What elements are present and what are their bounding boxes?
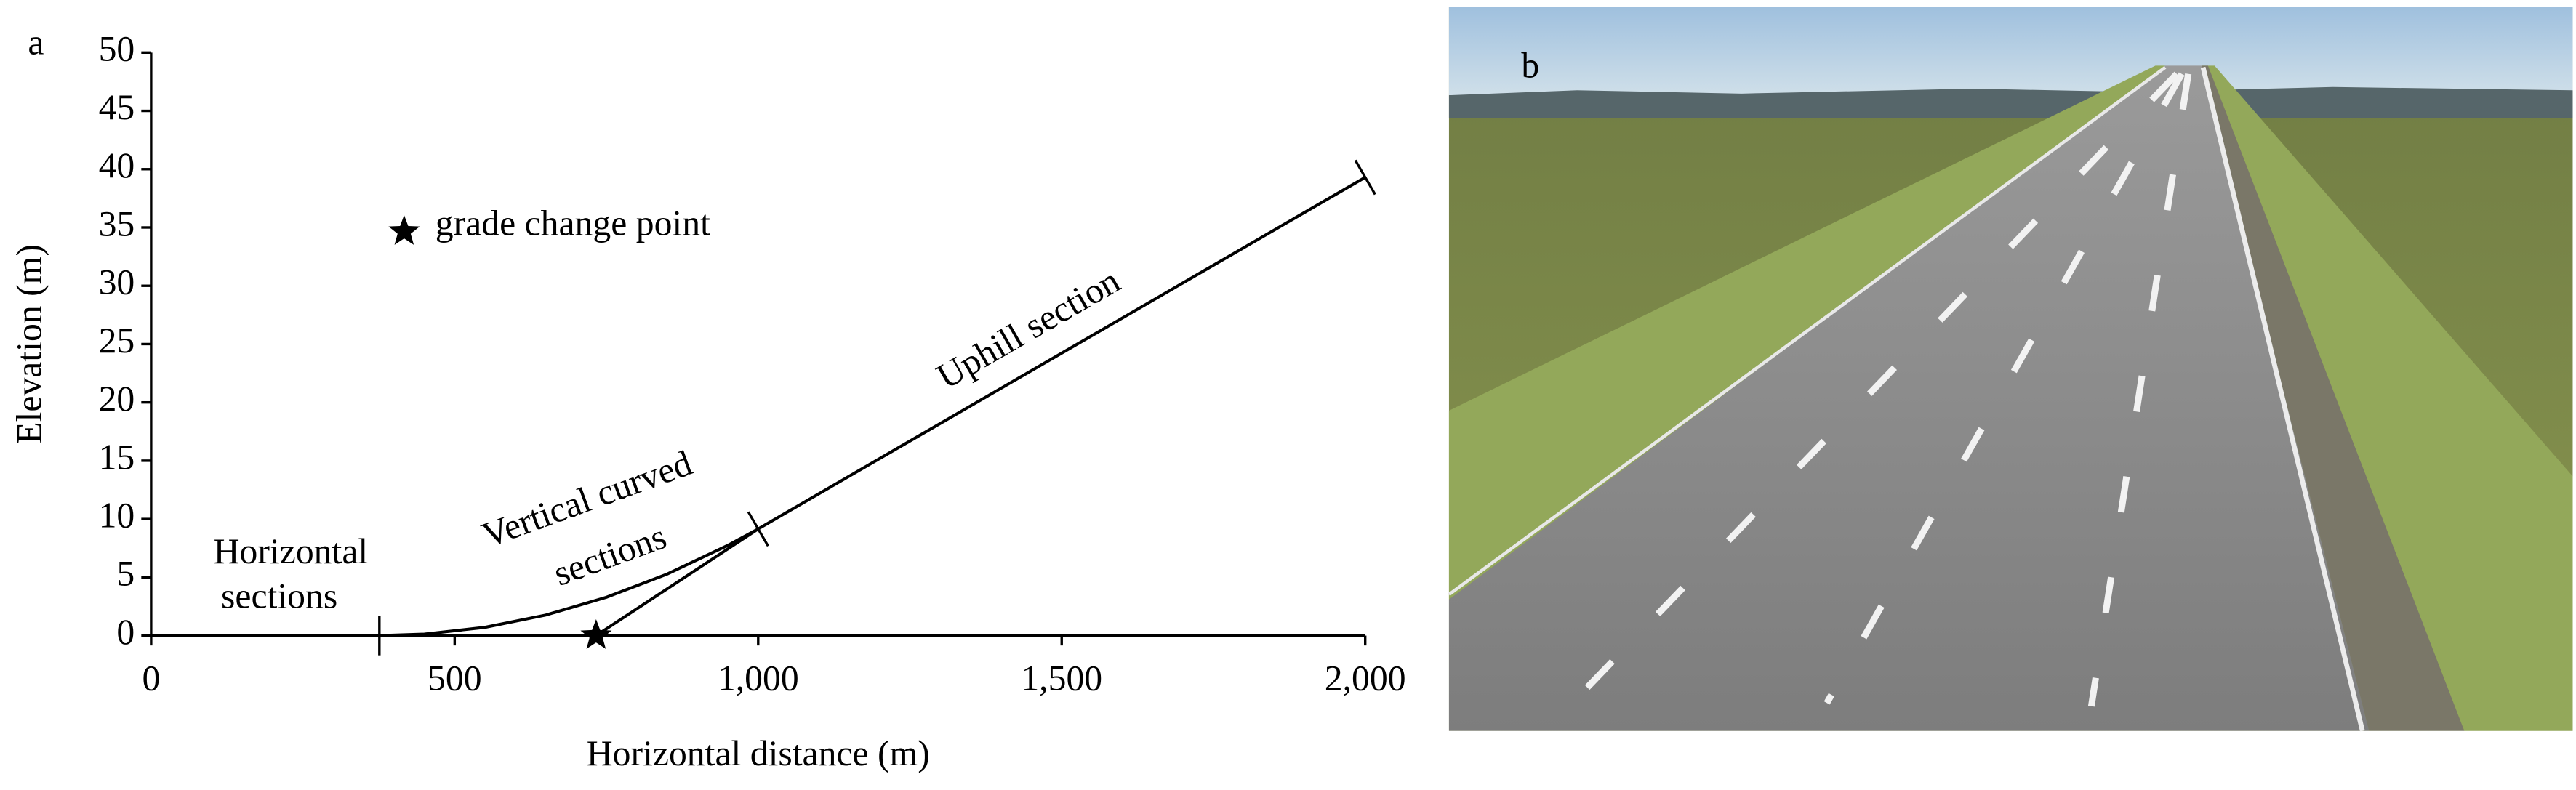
profile-line: [595, 528, 759, 637]
y-tick-label: 20: [99, 379, 135, 419]
section-annotation: Horizontal: [214, 531, 369, 571]
y-tick-label: 40: [99, 145, 135, 185]
y-tick-label: 15: [99, 437, 135, 477]
section-annotation: sections: [548, 516, 671, 593]
x-tick-label: 1,500: [1021, 658, 1102, 698]
profile-line: [379, 527, 759, 637]
panel-label: b: [1521, 45, 1539, 85]
road-edge-line: [2200, 66, 2365, 732]
road: [1448, 65, 2370, 731]
section-tick: [747, 511, 769, 547]
y-tick-label: 10: [99, 496, 135, 536]
road-image: b: [1448, 7, 2573, 732]
road-edge-line: [1448, 65, 2167, 596]
lane-line: [2087, 73, 2192, 707]
y-tick-label: 30: [99, 262, 135, 302]
y-tick-label: 5: [116, 554, 135, 594]
profile-line: [757, 176, 1366, 531]
section-annotation: sections: [221, 576, 337, 616]
legend-marker: [388, 215, 420, 245]
right-embankment: [2201, 65, 2573, 731]
y-axis-label: Elevation (m): [9, 244, 49, 444]
sky: [1448, 7, 2573, 96]
y-tick-label: 35: [99, 203, 135, 243]
x-tick-label: 2,000: [1325, 658, 1406, 698]
grade-change-point: [580, 618, 612, 649]
y-tick-label: 25: [99, 321, 135, 360]
y-tick-label: 50: [99, 29, 135, 69]
x-tick-label: 0: [142, 658, 160, 698]
hills: [1448, 86, 2573, 118]
panel-label: a: [28, 23, 44, 63]
y-tick-label: 45: [99, 87, 135, 127]
x-tick-label: 1,000: [718, 658, 799, 698]
shoulder: [2201, 65, 2465, 731]
x-tick-label: 500: [428, 658, 482, 698]
lane-line: [1823, 72, 2185, 705]
x-axis-label: Horizontal distance (m): [587, 733, 930, 773]
section-annotation: Uphill section: [930, 260, 1126, 397]
legend-label: grade change point: [436, 203, 710, 243]
section-tick: [1354, 159, 1376, 196]
lane-line: [1574, 71, 2180, 701]
y-tick-label: 0: [116, 612, 135, 652]
